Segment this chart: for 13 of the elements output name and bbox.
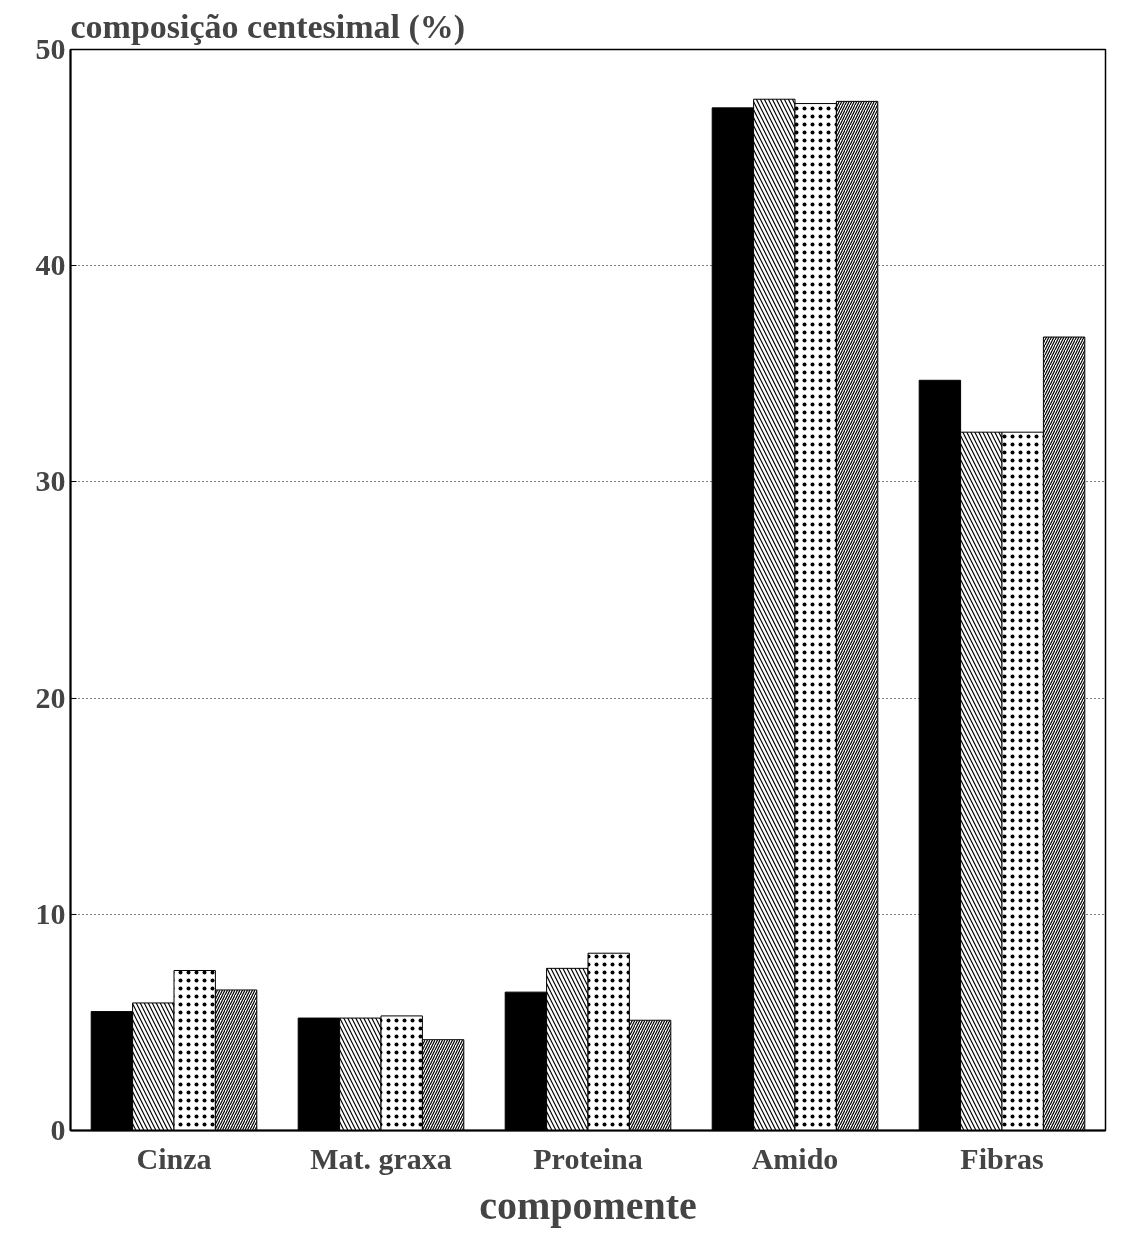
- y-tick-label: 10: [35, 896, 66, 930]
- y-tick-label: 40: [35, 248, 66, 282]
- y-tick-label: 30: [35, 464, 66, 498]
- y-tick-label: 20: [35, 680, 66, 714]
- x-tick-label: Proteina: [533, 1141, 643, 1175]
- x-tick-label: Amido: [751, 1141, 839, 1175]
- chart-title: composição centesimal (%): [70, 7, 466, 46]
- x-tick-label: Fibras: [960, 1141, 1044, 1175]
- y-tick-label: 50: [35, 32, 66, 65]
- x-tick-label: Cinza: [136, 1141, 212, 1175]
- y-tick-label: 0: [50, 1113, 66, 1146]
- x-axis-title: compomente: [479, 1182, 697, 1228]
- x-tick-label: Mat. graxa: [310, 1141, 452, 1175]
